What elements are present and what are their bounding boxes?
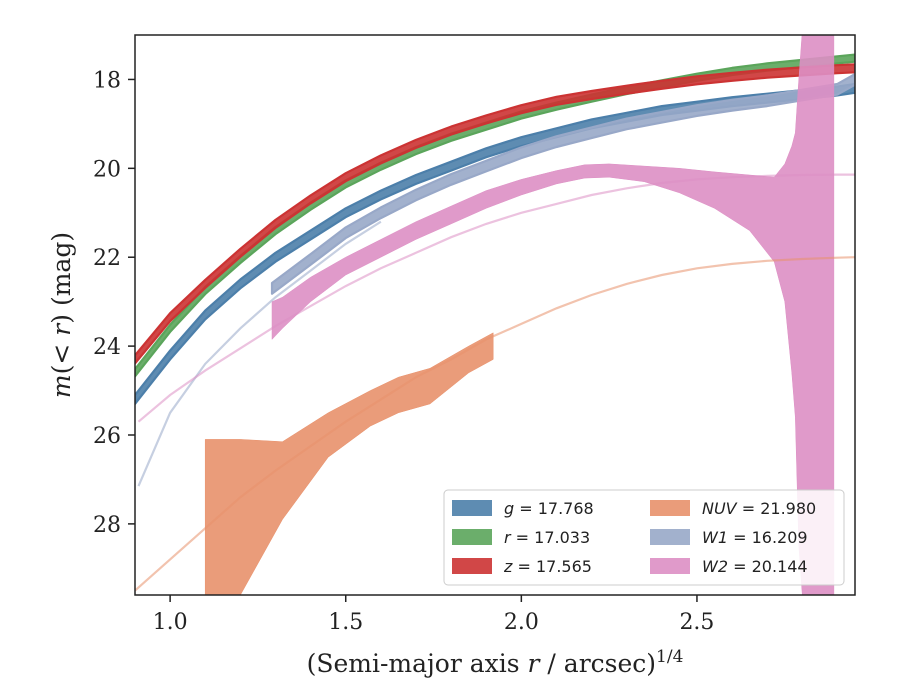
y-tick-label: 20 [93, 157, 121, 182]
band-g [135, 82, 855, 405]
band-w2 [271, 35, 835, 595]
y-tick-label: 26 [93, 424, 121, 449]
legend-label-nuv: NUV = 21.980 [702, 499, 816, 518]
y-tick-label: 22 [93, 246, 121, 271]
legend-swatch-w1 [650, 529, 690, 545]
x-tick-label: 2.5 [679, 610, 714, 635]
x-tick-label: 1.5 [328, 610, 363, 635]
model-line-w1 [137, 220, 382, 487]
y-tick-label: 24 [93, 335, 121, 360]
legend-label-w1: W1 = 16.209 [702, 528, 808, 547]
legend-label-w2: W2 = 20.144 [702, 557, 808, 576]
band-z [135, 63, 855, 365]
legend-swatch-nuv [650, 500, 690, 516]
band-nuv [204, 332, 494, 595]
y-axis-label: m(< r) (mag) [47, 232, 76, 398]
legend-swatch-r [452, 529, 492, 545]
model-line-nuv [135, 256, 855, 592]
legend-label-g: g = 17.768 [504, 499, 594, 518]
legend-swatch-z [452, 558, 492, 574]
plot-frame [134, 34, 856, 596]
legend-label-r: r = 17.033 [504, 528, 590, 547]
y-tick-label: 18 [93, 68, 121, 93]
legend-frame [443, 489, 845, 586]
legend: g = 17.768 r = 17.033 z = 17.565 NUV = 21.9… [443, 489, 845, 586]
x-tick-label: 2.0 [504, 610, 539, 635]
legend-label-z: z = 17.565 [503, 557, 592, 576]
band-w1 [270, 73, 855, 295]
model-line-w2 [137, 173, 855, 423]
legend-swatch-w2 [650, 558, 690, 574]
y-tick-label: 28 [93, 513, 121, 538]
legend-swatch-g [452, 500, 492, 516]
x-tick-label: 1.0 [153, 610, 188, 635]
x-axis-label: (Semi-major axis r / arcsec)1/4 [307, 647, 684, 678]
